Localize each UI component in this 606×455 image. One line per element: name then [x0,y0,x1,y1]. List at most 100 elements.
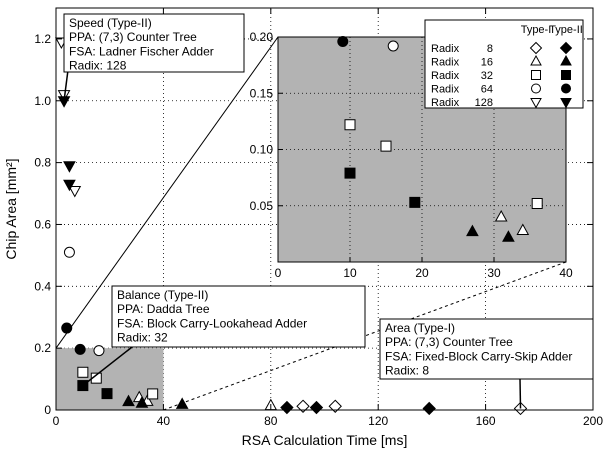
annotation-box [111,285,366,348]
y-tick-label: 0.2 [34,341,51,355]
annotation-line: Radix: 128 [69,59,127,73]
inset-point-type-i-radix-16 [516,223,530,235]
y-tick-label: 1.0 [34,94,51,108]
annotation-box [379,318,594,380]
annotation-speed: Speed (Type-II)PPA: (7,3) Counter TreeFS… [63,13,245,101]
point-type-ii-radix-128 [63,161,76,173]
y-tick-label: 0.4 [34,279,51,293]
legend-row-label: Radix [431,57,460,69]
inset-point-type-ii-radix-16 [466,224,479,237]
legend-row-radix: 128 [475,97,493,109]
legend-marker-type-ii-circle [561,83,571,94]
x-tick-label: 80 [264,414,278,428]
inset-point-type-i-radix-16 [494,209,508,222]
main-frame-layer [55,7,594,411]
legend-marker-type-ii-triangle [560,54,572,66]
x-tick-label: 40 [157,414,171,428]
point-type-ii-radix-32 [101,388,113,400]
legend-marker-type-ii-square [561,70,571,80]
annotation-line: FSA: Block Carry-Lookahead Adder [117,316,307,330]
point-type-i-radix-32 [77,366,89,378]
point-type-ii-radix-16 [135,396,149,408]
inset-y-tick-label: 0.05 [250,199,274,213]
annotation-line: Radix: 32 [117,331,168,345]
legend-marker-type-i-square [531,70,541,80]
inset-y-tick-label: 0.20 [250,30,274,44]
point-type-i-radix-32 [147,388,159,400]
annotation-line: PPA: Dadda Tree [117,302,210,316]
point-type-ii-radix-64 [74,343,86,355]
x-tick-label: 200 [583,414,603,428]
annotation-line: Balance (Type-II) [117,288,208,302]
inset-x-tick-label: 40 [559,266,573,280]
axes-layer: 0 40 80 120 160 200 0 0.2 0.4 0.6 0.8 1.0 1.2 RSA Cal… [3,8,603,448]
inset-point-type-i-radix-32 [344,119,356,131]
legend-row-radix: 8 [487,43,493,55]
annotation-leader-line [519,378,522,409]
legend-header-type-ii: Type-II [549,24,583,36]
point-type-ii-radix-16 [122,394,135,407]
x-tick-label: 160 [476,414,496,428]
inset-point-type-i-radix-32 [531,198,543,209]
point-type-ii-radix-64 [61,322,73,334]
annotation-line: PPA: (7,3) Counter Tree [385,335,513,349]
point-type-i-radix-8 [296,399,310,413]
legend-row-label: Radix [431,84,460,96]
inset-point-type-ii-radix-32 [409,196,421,208]
legend-row-label: Radix [431,43,460,55]
annotation-line: FSA: Fixed-Block Carry-Skip Adder [385,349,572,363]
annotation-area: Area (Type-I)PPA: (7,3) Counter TreeFSA:… [379,318,594,409]
legend-row-radix: 64 [481,84,493,96]
y-tick-label: 0 [44,403,51,417]
y-tick-label: 0.8 [34,156,51,170]
annotation-leader-line [63,69,69,101]
legend-marker-type-ii-triangle-down [560,98,572,109]
annotation-line: Speed (Type-II) [69,16,152,30]
point-type-ii-radix-8 [309,400,324,415]
y-tick-label: 1.2 [34,32,51,46]
legend-box [424,19,584,109]
inset-x-tick-label: 20 [415,266,429,280]
point-type-i-radix-128 [68,185,82,198]
legend-row-label: Radix [431,70,460,82]
legend-header-type-i: Type-I [521,24,552,36]
annotation-box [63,13,245,73]
annotation-line: Radix: 8 [385,364,429,378]
legend-marker-type-ii-diamond [559,41,573,55]
inset-point-type-ii-radix-16 [502,230,515,242]
legend-marker-type-i-triangle-down [530,98,542,109]
legend-row-radix: 16 [481,57,493,69]
point-type-ii-radix-8 [422,401,436,416]
legend-marker-type-i-circle [531,83,541,94]
plot-frame [55,7,594,411]
inset-x-tick-label: 10 [343,266,357,280]
point-type-i-radix-64 [93,345,105,357]
point-type-ii-radix-8 [280,400,294,415]
annotations-layer: Speed (Type-II)PPA: (7,3) Counter TreeFS… [63,13,594,409]
point-type-i-radix-8 [328,399,342,413]
point-type-ii-radix-16 [175,397,189,409]
x-axis-title: RSA Calculation Time [ms] [242,432,408,448]
annotation-line: PPA: (7,3) Counter Tree [69,30,197,44]
x-tick-label: 120 [368,414,388,428]
y-tick-label: 0.6 [34,217,51,231]
inset-y-tick-label: 0.10 [250,143,274,157]
annotation-line: Area (Type-I) [385,321,455,335]
y-axis-title: Chip Area [mm²] [3,158,19,259]
inset-point-type-i-radix-32 [380,140,392,152]
point-type-i-radix-64 [63,246,75,258]
main-points-layer [55,37,528,416]
inset-x-tick-label: 0 [275,266,282,280]
inset-x-tick-label: 30 [487,266,501,280]
inset-y-tick-label: 0.15 [250,86,274,100]
legend-marker-type-i-triangle [530,54,542,66]
zoom-connector-top [55,36,279,349]
point-type-ii-radix-128 [63,179,76,192]
annotation-line: FSA: Ladner Fischer Adder [69,44,214,58]
inset-point-type-ii-radix-64 [337,36,349,47]
legend-marker-type-i-diamond [529,41,543,55]
inset-point-type-i-radix-64 [387,40,399,52]
legend-row-label: Radix [431,97,460,109]
